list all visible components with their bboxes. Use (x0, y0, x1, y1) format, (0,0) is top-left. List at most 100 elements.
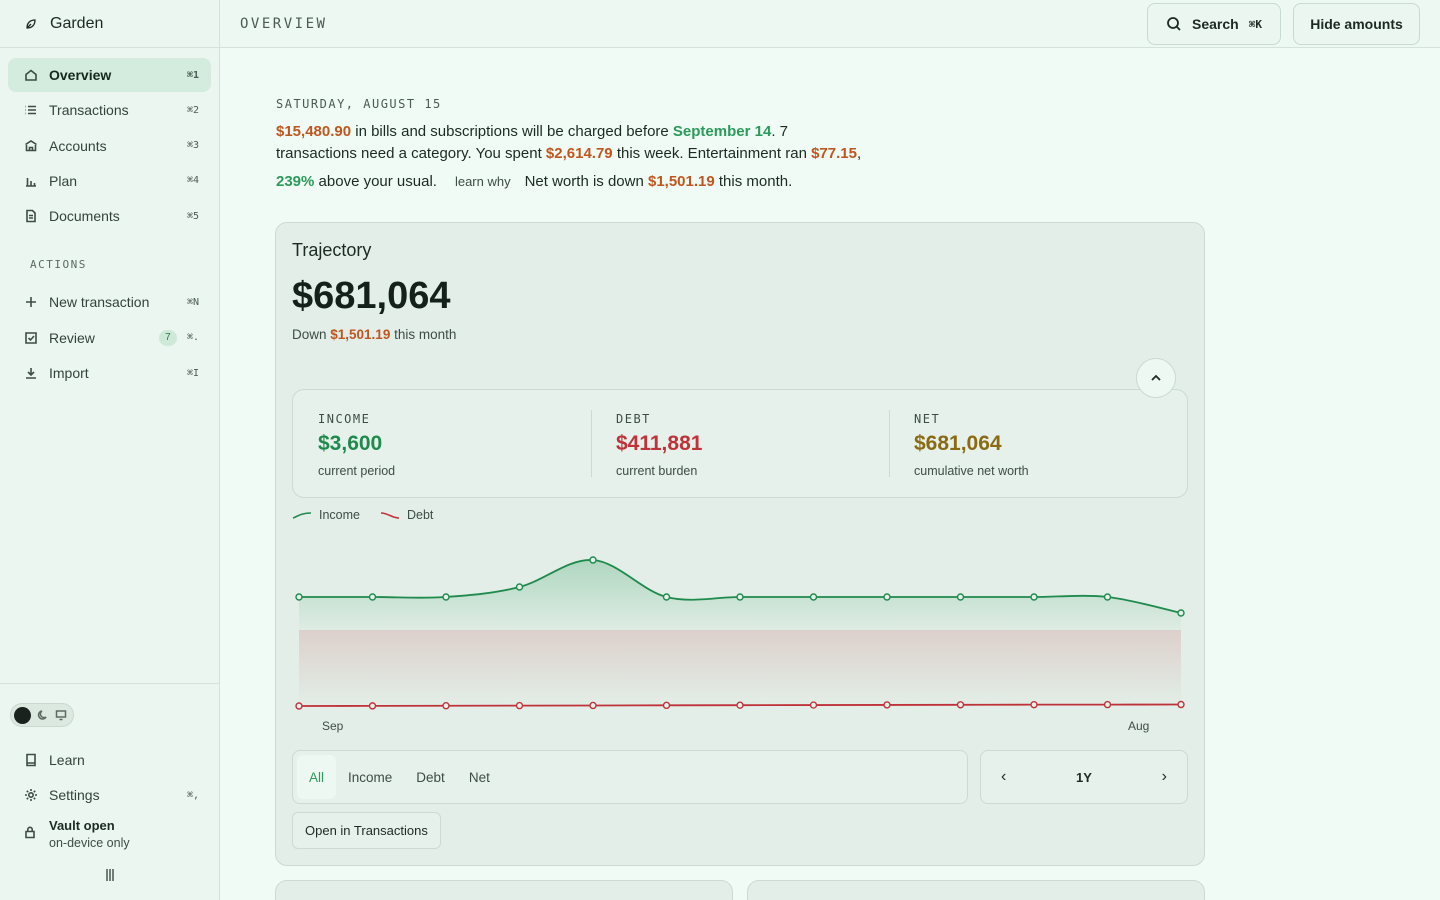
debt-line (298, 703, 1182, 707)
legend-label: Debt (407, 508, 434, 522)
theme-light-dot[interactable] (14, 706, 31, 724)
stat-value: $3,600 (318, 432, 383, 455)
sidebar-item-documents[interactable]: Documents ⌘5 (8, 199, 211, 233)
income-point (883, 593, 891, 601)
income-point (515, 583, 524, 591)
income-point (956, 593, 965, 601)
list-icon (23, 102, 39, 118)
debt-point (515, 701, 524, 710)
check-square-icon (23, 330, 39, 346)
sidebar-item-settings[interactable]: Settings ⌘, (8, 778, 211, 812)
summary-text: $15,480.90 in bills and subscriptions wi… (276, 121, 896, 197)
sidebar-item-learn[interactable]: Learn (8, 743, 211, 777)
sidebar-item-label: Learn (49, 752, 85, 768)
income-line (298, 559, 1182, 614)
stat-label: DEBT (616, 412, 651, 426)
legend-swatch-debt (380, 512, 400, 519)
summary-fragment: . 7 (771, 123, 788, 140)
theme-toggle[interactable] (10, 703, 74, 727)
plus-icon (23, 294, 39, 310)
debt-point (956, 701, 965, 709)
summary-fragment: this week. Entertainment ran (612, 145, 812, 162)
filter-tab-net[interactable]: Net (468, 769, 490, 785)
open-in-transactions-button[interactable]: Open in Transactions (292, 812, 441, 849)
document-icon (23, 208, 39, 224)
sidebar-item-new-transaction[interactable]: New transaction ⌘N (8, 285, 211, 319)
sidebar-item-accounts[interactable]: Accounts ⌘3 (8, 129, 211, 163)
filter-tab-income[interactable]: Income (348, 769, 393, 785)
collapse-sidebar-icon[interactable] (104, 867, 116, 883)
moon-icon[interactable] (37, 709, 49, 721)
date-heading: SATURDAY, AUGUST 15 (276, 97, 442, 111)
range-next-button[interactable]: › (1161, 768, 1167, 785)
stat-net: NET $681,064 cumulative net worth (889, 390, 1187, 497)
brand[interactable]: Garden (0, 0, 219, 48)
bar-chart-icon (23, 173, 39, 189)
summary-fragment: , (856, 145, 862, 162)
sidebar-item-review[interactable]: Review 7 ⌘. (8, 321, 211, 355)
sidebar-item-label: Overview (49, 67, 112, 83)
leaf-icon (26, 18, 36, 29)
search-label: Search (1192, 16, 1239, 32)
chevron-up-icon (1151, 374, 1161, 381)
sidebar-item-label: Import (49, 365, 89, 382)
sidebar-item-overview[interactable]: Overview ⌘1 (8, 58, 211, 92)
monitor-icon[interactable] (55, 709, 67, 721)
collapse-stats-button[interactable] (1136, 358, 1176, 398)
range-selector: ‹ 1Y › (980, 750, 1188, 804)
filter-tab-debt[interactable]: Debt (416, 769, 445, 785)
topbar: OVERVIEW Search ⌘K Hide amounts (220, 0, 1440, 48)
home-icon (23, 67, 39, 83)
summary-fragment: in bills and subscriptions will be charg… (351, 123, 673, 140)
x-axis-start-label: Sep (322, 719, 344, 733)
summary-fragment: Net worth is down (524, 173, 648, 190)
income-point (736, 593, 744, 601)
legend-income[interactable]: Income (292, 508, 360, 522)
sidebar: Garden Overview ⌘1 Transactions ⌘2 Accou… (0, 0, 220, 900)
hide-amounts-button[interactable]: Hide amounts (1293, 3, 1420, 45)
vault-status: Vault open on-device only (8, 818, 211, 850)
series-filter: All Income Debt Net (292, 750, 968, 804)
spent-amount: $2,614.79 (545, 145, 613, 162)
range-prev-button[interactable]: ‹ (1001, 768, 1007, 785)
sidebar-item-plan[interactable]: Plan ⌘4 (8, 164, 211, 198)
shortcut-hint: ⌘2 (186, 104, 199, 116)
bank-icon (23, 138, 39, 154)
legend-label: Income (319, 508, 360, 522)
debt-point (1177, 700, 1185, 709)
learn-why-link[interactable]: learn why (454, 174, 511, 189)
vault-title: Vault open (49, 818, 115, 834)
secondary-card-right (747, 880, 1205, 900)
change-suffix: this month (390, 327, 457, 342)
filter-tab-all[interactable]: All (297, 755, 337, 799)
shortcut-hint: ⌘1 (186, 69, 199, 81)
stat-desc: cumulative net worth (914, 464, 1029, 478)
page-title: OVERVIEW (240, 16, 328, 32)
debt-point (809, 701, 818, 709)
debt-point (736, 701, 744, 709)
debt-point (442, 702, 450, 710)
sidebar-item-import[interactable]: Import ⌘I (8, 356, 211, 390)
stats-panel: INCOME $3,600 current period DEBT $411,8… (292, 389, 1188, 498)
income-point (1177, 609, 1185, 617)
income-point (295, 593, 303, 601)
shortcut-hint: ⌘5 (186, 210, 199, 222)
range-value[interactable]: 1Y (1076, 769, 1092, 785)
legend-debt[interactable]: Debt (380, 508, 433, 522)
download-icon (23, 365, 39, 381)
gear-icon (23, 787, 39, 803)
income-point (809, 593, 818, 601)
shortcut-hint: ⌘K (1248, 17, 1262, 31)
search-button[interactable]: Search ⌘K (1147, 3, 1281, 45)
stat-value: $681,064 (914, 432, 1002, 455)
sidebar-item-label: Accounts (49, 137, 107, 154)
sidebar-item-transactions[interactable]: Transactions ⌘2 (8, 93, 211, 127)
shortcut-hint: ⌘, (186, 789, 199, 801)
income-point (442, 593, 450, 601)
bills-date: September 14 (672, 123, 772, 140)
net-worth-change: Down $1,501.19 this month (292, 327, 456, 342)
bills-amount: $15,480.90 (276, 123, 352, 140)
debt-point (662, 701, 671, 710)
x-axis-end-label: Aug (1128, 719, 1150, 733)
lock-icon (23, 825, 37, 844)
